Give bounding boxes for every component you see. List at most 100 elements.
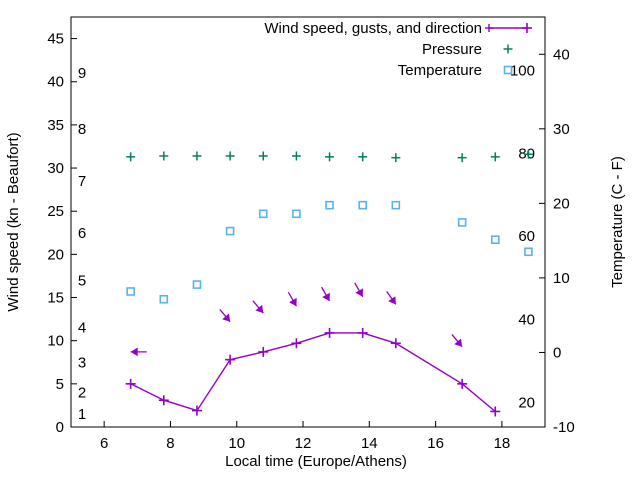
data-point-marker [125, 378, 136, 389]
data-point-marker [258, 346, 269, 357]
fahrenheit-label: 60 [518, 228, 535, 245]
data-point-marker [490, 406, 501, 417]
data-point-marker [325, 200, 334, 210]
data-point-marker [192, 151, 202, 161]
y-axis-left-tick-label: 40 [47, 74, 64, 91]
data-point-marker [225, 226, 235, 236]
data-point-marker [159, 294, 169, 304]
legend-item: Temperature [398, 62, 513, 79]
beaufort-scale-labels: 1 2 3 4 5 6 7 8 9 [78, 65, 86, 423]
wind-direction-arrow [386, 290, 397, 305]
data-point-marker [490, 152, 500, 162]
data-point-marker [391, 153, 401, 163]
series-temperature [126, 200, 533, 304]
series-pressure [126, 149, 533, 163]
x-axis-tick-label: 18 [494, 435, 511, 452]
y-axis-left-tick-label: 5 [56, 376, 64, 393]
x-axis-ticks [103, 421, 503, 427]
beaufort-label: 3 [78, 354, 86, 371]
wind-direction-arrow [130, 347, 147, 357]
y-axis-right-title: Temperature (C - F) [609, 156, 626, 288]
legend-item-label: Temperature [398, 62, 482, 79]
data-point-marker [258, 209, 268, 219]
y-axis-right-tick-label: 0 [553, 344, 561, 361]
y-axis-left-tick-label: 25 [47, 203, 64, 220]
data-point-marker [503, 44, 513, 54]
y-axis-right-tick-label: 10 [553, 270, 570, 287]
data-point-marker [524, 247, 533, 257]
x-axis-tick-label: 6 [100, 435, 108, 452]
x-axis-tick-label: 12 [295, 435, 312, 452]
y-axis-left-tick-label: 35 [47, 117, 64, 134]
data-point-marker [191, 405, 202, 416]
wind-direction-arrow [320, 286, 331, 302]
data-point-marker [291, 338, 302, 349]
beaufort-label: 6 [78, 225, 86, 242]
data-point-marker [485, 24, 493, 32]
data-point-marker [225, 354, 236, 365]
y-axis-right-tick-label: -10 [553, 419, 575, 436]
y-axis-left-tick-label: 0 [56, 419, 64, 436]
data-point-marker [390, 338, 401, 349]
fahrenheit-label: 40 [518, 312, 535, 329]
beaufort-label: 8 [78, 121, 86, 138]
data-point-marker [457, 153, 467, 163]
y-axis-left-tick-label: 30 [47, 160, 64, 177]
fahrenheit-label: 20 [518, 394, 535, 411]
y-axis-right-tick-label: 40 [553, 46, 570, 63]
data-point-marker [391, 200, 401, 210]
x-axis-tick-label: 10 [228, 435, 245, 452]
x-axis-labels: 6 8 10 12 14 16 18 [100, 435, 510, 452]
beaufort-label: 2 [78, 384, 86, 401]
data-point-marker [457, 378, 468, 389]
data-point-marker [292, 209, 301, 219]
beaufort-label: 1 [78, 406, 86, 423]
data-point-marker [357, 327, 368, 338]
y-axis-right-tick-label: 30 [553, 121, 570, 138]
data-point-marker [126, 152, 136, 162]
legend-item: Pressure [422, 41, 513, 58]
data-point-marker [523, 149, 533, 159]
x-axis-tick-label: 16 [427, 435, 444, 452]
plot-border [70, 16, 546, 428]
y-axis-left-labels: 0 5 10 15 20 25 30 35 40 45 [47, 31, 64, 436]
y-axis-left-tick-label: 10 [47, 333, 64, 350]
y-axis-left-ticks [71, 38, 77, 428]
y-axis-left-tick-label: 20 [47, 246, 64, 263]
legend: Wind speed, gusts, and direction Pressure… [264, 20, 532, 79]
wind-direction-arrow [287, 291, 297, 307]
beaufort-label: 5 [78, 272, 86, 289]
data-point-marker [159, 151, 169, 161]
series-wind-speed [125, 327, 501, 417]
wind-direction-arrow [354, 282, 364, 297]
wind-direction-arrow [451, 334, 463, 348]
y-axis-left-tick-label: 15 [47, 290, 64, 307]
data-point-marker [126, 287, 135, 296]
x-axis-title: Local time (Europe/Athens) [225, 453, 407, 470]
data-point-marker [291, 151, 301, 161]
data-point-marker [158, 395, 169, 406]
data-point-marker [358, 200, 367, 210]
series-gust-direction [130, 282, 463, 357]
data-point-marker [225, 151, 235, 161]
legend-item: Wind speed, gusts, and direction [264, 20, 532, 37]
y-axis-right-labels: -10 0 10 20 30 40 [553, 46, 575, 436]
x-axis-tick-label: 8 [166, 435, 174, 452]
y-axis-left-tick-label: 45 [47, 31, 64, 48]
data-point-marker [457, 218, 467, 227]
y-axis-right-ticks [539, 53, 545, 428]
beaufort-label: 7 [78, 173, 86, 190]
data-point-marker [324, 327, 335, 338]
wind-direction-arrow [219, 309, 231, 323]
data-point-marker [258, 151, 268, 161]
beaufort-label: 4 [78, 320, 86, 337]
x-axis-tick-label: 14 [361, 435, 378, 452]
y-axis-right-tick-label: 20 [553, 195, 570, 212]
y-axis-left-title: Wind speed (kn - Beaufort) [5, 132, 22, 311]
data-point-marker [490, 235, 500, 244]
legend-item-label: Pressure [422, 41, 482, 58]
data-point-marker [192, 280, 202, 289]
